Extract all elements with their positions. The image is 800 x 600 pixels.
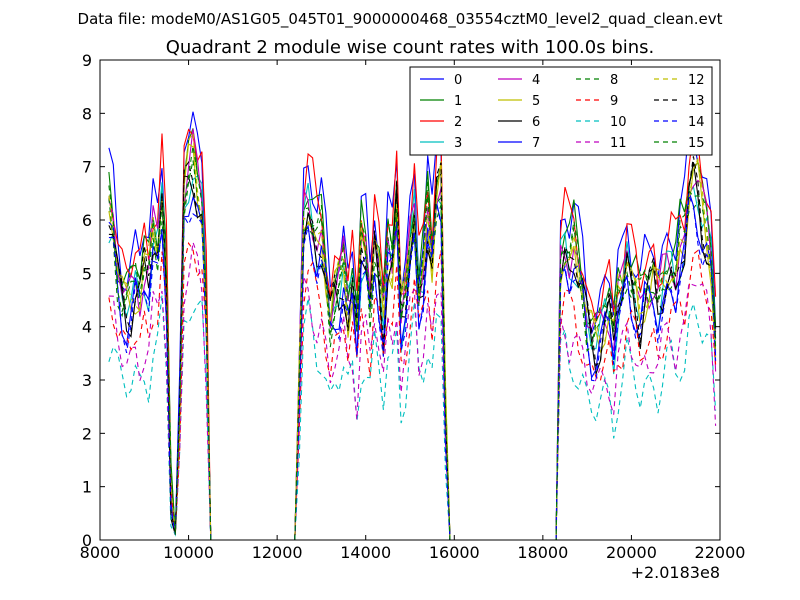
series-line-2 [108,128,717,540]
x-tick-label: 14000 [340,543,391,562]
axes-layer: 8000 10000 12000 14000 16000 18000 20000 22000 0… [80,51,746,562]
legend-label-3: 3 [454,136,462,151]
legend-label-8: 8 [610,73,618,88]
legend-label-10: 10 [610,115,627,130]
legend-box [409,66,713,156]
legend-label-13: 13 [688,94,705,109]
y-tick-label: 6 [82,211,92,230]
legend-label-1: 1 [454,94,462,109]
y-tick-label: 8 [82,104,92,123]
x-tick-label: 18000 [517,543,568,562]
y-tick-label: 9 [82,51,92,70]
legend-label-6: 6 [532,115,540,130]
series-layer [108,111,717,540]
series-line-14 [108,194,717,540]
legend-label-5: 5 [532,94,540,109]
series-line-11 [108,242,717,540]
legend-label-7: 7 [532,136,540,151]
legend-label-14: 14 [688,115,705,130]
y-tick-label: 7 [82,158,92,177]
x-tick-label: 8000 [80,543,121,562]
y-tick-label: 5 [82,264,92,283]
x-tick-label: 10000 [163,543,214,562]
series-line-10 [108,295,717,540]
y-tick-label: 4 [82,318,92,337]
series-line-12 [108,131,717,540]
x-tick-label: 20000 [606,543,657,562]
y-tick-label: 3 [82,371,92,390]
series-line-15 [108,146,717,540]
x-tick-label: 22000 [695,543,746,562]
x-axis-offset-label: +2.0183e8 [631,563,720,582]
legend-label-4: 4 [532,73,540,88]
legend-label-11: 11 [610,136,627,151]
series-line-9 [108,241,717,540]
y-tick-label: 1 [82,478,92,497]
y-tick-label: 2 [82,424,92,443]
legend-label-2: 2 [454,115,462,130]
plot-frame [99,59,721,541]
legend-label-9: 9 [610,94,618,109]
figure-suptitle: Data file: modeM0/AS1G05_045T01_90000004… [78,10,723,29]
x-tick-label: 12000 [252,543,303,562]
x-tick-label: 16000 [429,543,480,562]
legend-label-12: 12 [688,73,705,88]
series-line-13 [108,156,717,540]
y-tick-label: 0 [82,531,92,550]
legend-label-15: 15 [688,136,705,151]
chart-title: Quadrant 2 module wise count rates with … [166,37,655,58]
legend-label-0: 0 [454,73,462,88]
